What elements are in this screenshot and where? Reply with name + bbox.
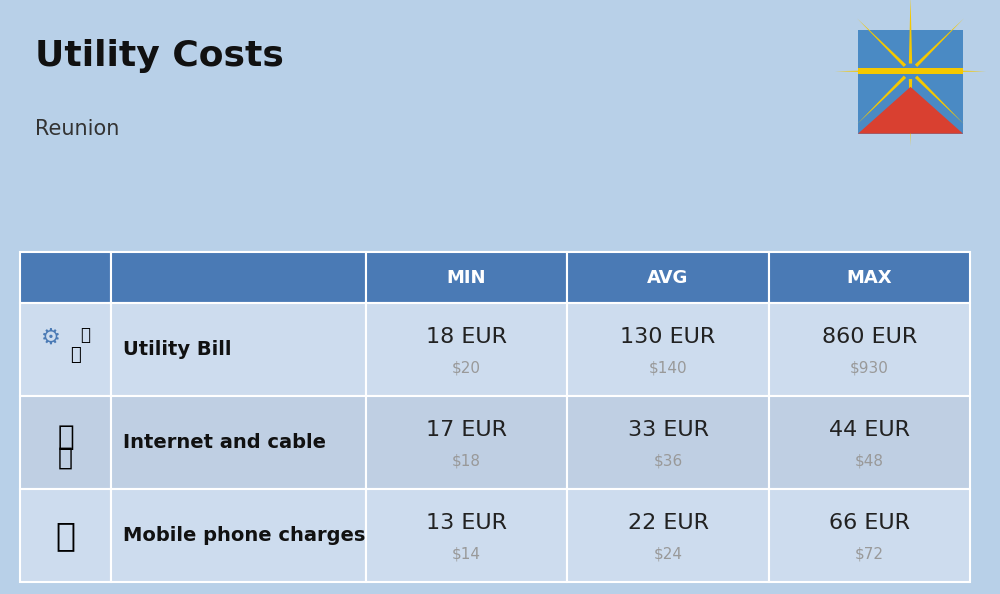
FancyBboxPatch shape [366,396,567,489]
FancyBboxPatch shape [858,30,963,134]
FancyBboxPatch shape [20,489,111,582]
FancyBboxPatch shape [567,252,769,303]
Polygon shape [835,69,903,73]
Text: 13 EUR: 13 EUR [426,513,507,533]
FancyBboxPatch shape [567,396,769,489]
Text: 18 EUR: 18 EUR [426,327,507,347]
Polygon shape [909,0,912,64]
Text: 📱: 📱 [56,519,76,552]
Text: Utility Bill: Utility Bill [123,340,232,359]
FancyBboxPatch shape [111,489,366,582]
Text: Internet and cable: Internet and cable [123,433,326,452]
Polygon shape [857,18,906,67]
Text: 22 EUR: 22 EUR [628,513,708,533]
Text: $20: $20 [452,361,481,375]
Text: 33 EUR: 33 EUR [628,421,708,440]
FancyBboxPatch shape [366,252,567,303]
Polygon shape [909,79,912,146]
Text: $24: $24 [654,546,682,562]
Polygon shape [915,75,964,124]
FancyBboxPatch shape [858,68,963,74]
Text: MAX: MAX [847,268,892,287]
FancyBboxPatch shape [111,252,366,303]
FancyBboxPatch shape [769,396,970,489]
Text: 🔌: 🔌 [70,346,81,364]
FancyBboxPatch shape [111,396,366,489]
Text: $18: $18 [452,454,481,469]
Text: 🖨: 🖨 [58,446,73,469]
Text: Mobile phone charges: Mobile phone charges [123,526,366,545]
Text: 📶: 📶 [57,422,74,451]
Text: $36: $36 [653,454,683,469]
Text: $48: $48 [855,454,884,469]
FancyBboxPatch shape [366,489,567,582]
FancyBboxPatch shape [567,303,769,396]
FancyBboxPatch shape [20,396,111,489]
Polygon shape [918,69,986,73]
Text: 17 EUR: 17 EUR [426,421,507,440]
Text: 📦: 📦 [81,326,91,343]
Text: Reunion: Reunion [35,119,119,139]
Text: 130 EUR: 130 EUR [620,327,716,347]
Text: 66 EUR: 66 EUR [829,513,910,533]
Text: Utility Costs: Utility Costs [35,39,284,72]
FancyBboxPatch shape [769,303,970,396]
Text: MIN: MIN [447,268,486,287]
FancyBboxPatch shape [20,303,111,396]
FancyBboxPatch shape [769,489,970,582]
Text: $72: $72 [855,546,884,562]
Text: AVG: AVG [647,268,689,287]
Text: ⚙: ⚙ [41,327,61,347]
Text: $14: $14 [452,546,481,562]
Text: $930: $930 [850,361,889,375]
Text: $140: $140 [649,361,687,375]
FancyBboxPatch shape [111,303,366,396]
Text: 860 EUR: 860 EUR [822,327,917,347]
FancyBboxPatch shape [769,252,970,303]
Polygon shape [915,18,964,67]
Polygon shape [858,87,963,134]
FancyBboxPatch shape [366,303,567,396]
FancyBboxPatch shape [567,489,769,582]
Text: 44 EUR: 44 EUR [829,421,910,440]
FancyBboxPatch shape [20,252,111,303]
Polygon shape [857,75,906,124]
